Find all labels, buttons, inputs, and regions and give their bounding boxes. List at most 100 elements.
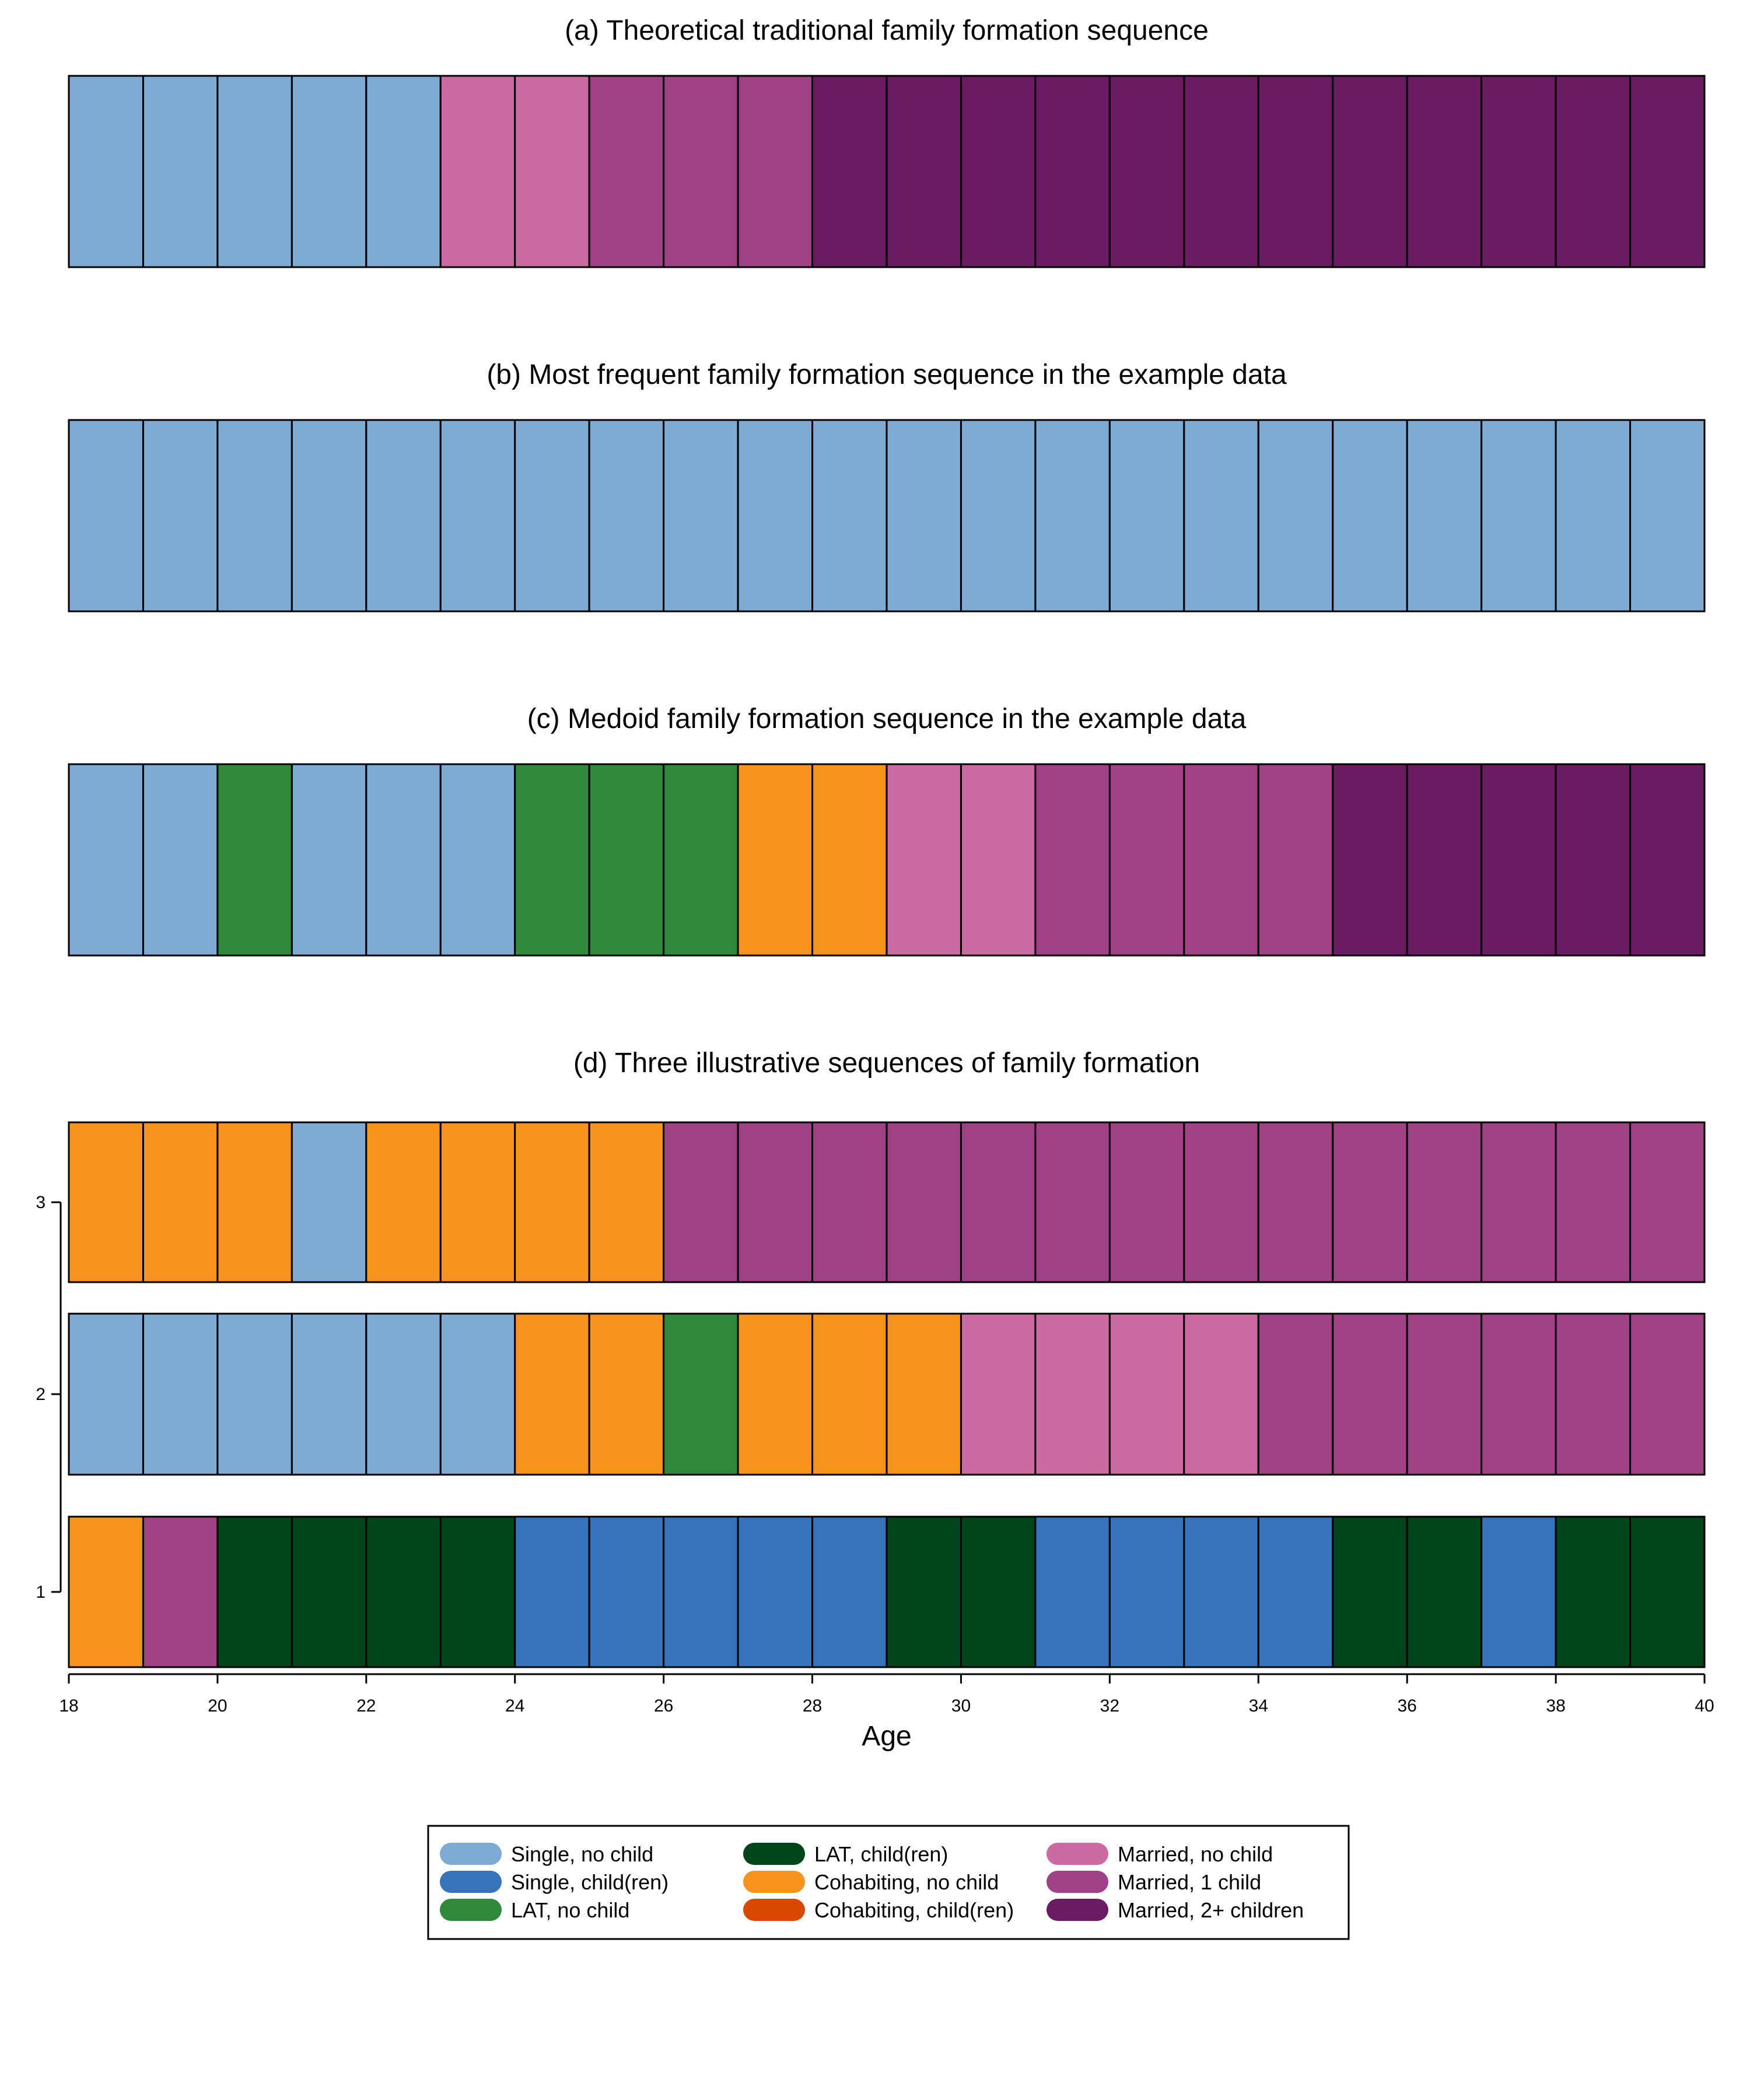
state-cell-C0: [514, 1121, 590, 1283]
state-cell-C0: [365, 1121, 442, 1283]
legend-label: Single, child(ren): [511, 1870, 668, 1894]
state-cell-M1: [588, 75, 665, 268]
state-cell-S0: [663, 419, 739, 612]
legend-item: Single, no child: [440, 1842, 653, 1866]
state-cell-M1: [1555, 1312, 1632, 1476]
panels: (a) Theoretical traditional family forma…: [68, 15, 1706, 1668]
x-tick-label: 32: [1100, 1696, 1119, 1716]
state-cell-L1: [365, 1516, 442, 1668]
state-cell-M1: [142, 1516, 219, 1668]
legend-swatch: [440, 1899, 502, 1921]
state-cell-M1: [1257, 1121, 1334, 1283]
state-cell-S0: [142, 1312, 219, 1476]
state-cell-L1: [1406, 1516, 1483, 1668]
x-tick-label: 36: [1397, 1696, 1416, 1716]
state-cell-L0: [216, 763, 293, 957]
state-cell-S0: [68, 1312, 144, 1476]
state-cell-L1: [216, 1516, 293, 1668]
state-cell-S0: [439, 419, 516, 612]
state-cell-S1: [1480, 1516, 1557, 1668]
legend-label: Married, 2+ children: [1118, 1898, 1304, 1922]
state-cell-S0: [365, 419, 442, 612]
sequence-row-1: [68, 75, 1706, 268]
state-cell-S0: [1332, 419, 1408, 612]
x-tick-label: 24: [505, 1696, 524, 1716]
state-cell-S0: [290, 763, 368, 957]
state-cell-C0: [811, 1312, 888, 1476]
state-cell-S0: [365, 763, 442, 957]
legend-swatch: [440, 1871, 502, 1893]
state-cell-M1: [737, 75, 814, 268]
state-cell-C0: [588, 1121, 665, 1283]
state-cell-L0: [514, 763, 590, 957]
y-tick-label: 1: [36, 1583, 46, 1602]
state-cell-L1: [1555, 1516, 1632, 1668]
state-cell-S0: [290, 1312, 368, 1476]
state-cell-M1: [1332, 1121, 1408, 1283]
legend-label: Married, no child: [1118, 1842, 1273, 1866]
state-cell-M1: [1629, 1312, 1706, 1476]
state-cell-M1: [737, 1121, 814, 1283]
x-tick-label: 20: [208, 1696, 227, 1716]
state-cell-S1: [1257, 1516, 1334, 1668]
state-cell-M2: [1183, 75, 1259, 268]
state-cell-S0: [142, 419, 219, 612]
state-cell-M1: [1555, 1121, 1632, 1283]
x-tick-label: 30: [951, 1696, 971, 1716]
x-tick-label: 34: [1249, 1696, 1268, 1716]
legend-item: Cohabiting, no child: [743, 1870, 999, 1894]
state-cell-C0: [68, 1516, 144, 1668]
state-cell-M0: [1034, 1312, 1111, 1476]
state-cell-S0: [1257, 419, 1334, 612]
legend-item: Single, child(ren): [440, 1870, 668, 1894]
state-cell-S0: [142, 75, 219, 268]
legend-item: Married, 1 child: [1046, 1870, 1261, 1894]
state-cell-M1: [1108, 1121, 1185, 1283]
state-cell-C0: [737, 763, 814, 957]
sequence-row-1: [68, 1516, 1706, 1668]
legend-label: Cohabiting, no child: [814, 1870, 999, 1894]
panel-c: (c) Medoid family formation sequence in …: [68, 704, 1706, 957]
x-tick-label: 40: [1695, 1696, 1714, 1716]
state-cell-S0: [68, 763, 144, 957]
x-tick-label: 26: [654, 1696, 673, 1716]
state-cell-S0: [216, 419, 293, 612]
state-cell-M2: [1480, 763, 1557, 957]
state-cell-M2: [886, 75, 962, 268]
legend-item: LAT, child(ren): [743, 1842, 948, 1866]
state-cell-S0: [216, 75, 293, 268]
x-tick-label: 18: [59, 1696, 78, 1716]
state-cell-M1: [1480, 1312, 1557, 1476]
state-cell-M0: [886, 763, 962, 957]
state-cell-S0: [1629, 419, 1706, 612]
state-cell-S0: [439, 763, 516, 957]
state-cell-M1: [886, 1121, 962, 1283]
state-cell-M0: [1183, 1312, 1259, 1476]
state-cell-S0: [216, 1312, 293, 1476]
legend: Single, no child Single, child(ren) LAT, n…: [427, 1825, 1350, 1940]
state-cell-M2: [1480, 75, 1557, 268]
state-cell-M0: [960, 1312, 1037, 1476]
state-cell-S1: [1183, 1516, 1259, 1668]
y-tick-label: 2: [36, 1385, 46, 1404]
x-tick-label: 22: [356, 1696, 376, 1716]
state-cell-L0: [588, 763, 665, 957]
legend-item: Cohabiting, child(ren): [743, 1898, 1014, 1922]
state-cell-L1: [439, 1516, 516, 1668]
sequence-row-2: [68, 1312, 1706, 1476]
state-cell-S1: [1108, 1516, 1185, 1668]
state-cell-M2: [1629, 763, 1706, 957]
legend-swatch: [1046, 1871, 1108, 1893]
state-cell-C0: [142, 1121, 219, 1283]
panel-title: (d) Three illustrative sequences of fami…: [573, 1048, 1200, 1079]
legend-item: Married, 2+ children: [1046, 1898, 1304, 1922]
state-cell-M2: [1555, 75, 1632, 268]
legend-label: Cohabiting, child(ren): [814, 1898, 1014, 1922]
state-cell-S0: [1034, 419, 1111, 612]
state-cell-M2: [811, 75, 888, 268]
state-cell-M1: [1257, 1312, 1334, 1476]
state-cell-S0: [1183, 419, 1259, 612]
state-cell-S0: [1555, 419, 1632, 612]
state-cell-C0: [68, 1121, 144, 1283]
